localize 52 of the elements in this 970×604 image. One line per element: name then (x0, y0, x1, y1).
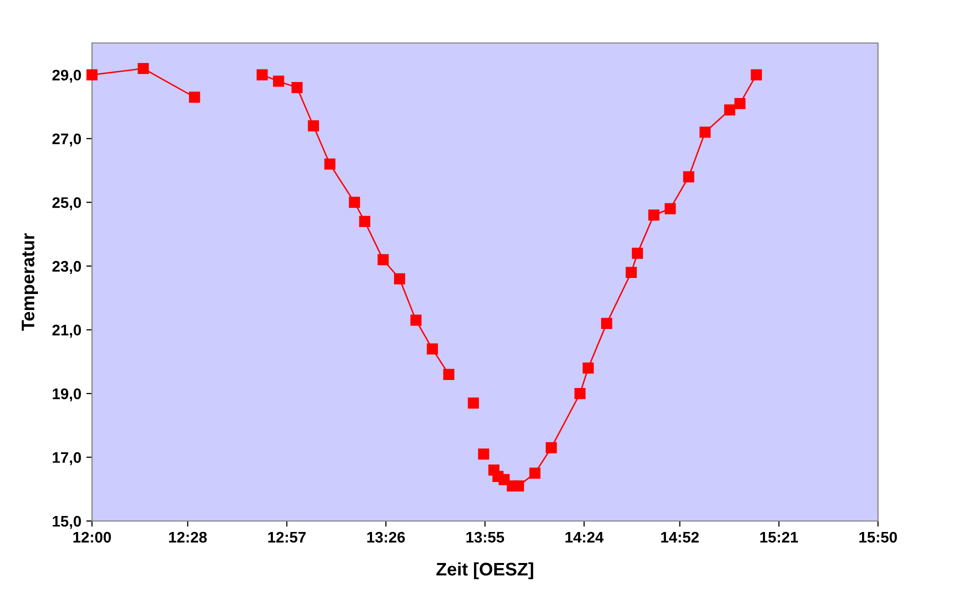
y-tick-label: 15,0 (52, 516, 81, 529)
point (291, 82, 303, 94)
y-tick-label: 25,0 (52, 197, 81, 210)
point (574, 388, 586, 400)
point (498, 474, 510, 486)
point (683, 171, 694, 182)
point (582, 362, 594, 374)
point (724, 104, 736, 116)
x-tick-label: 13:55 (466, 532, 504, 543)
point (410, 314, 422, 326)
point (601, 318, 612, 329)
point (468, 398, 479, 409)
point (138, 62, 149, 74)
x-tick-label: 13:26 (367, 532, 405, 543)
y-tick-label: 17,0 (52, 452, 81, 466)
y-tick-label: 23,0 (52, 260, 81, 274)
point (478, 448, 490, 460)
point (324, 158, 336, 170)
point (188, 92, 200, 103)
point (86, 69, 98, 80)
x-tick-label: 15:50 (859, 532, 897, 543)
x-tick-label: 12:00 (73, 532, 111, 543)
x-tick-label: 12:28 (169, 532, 207, 543)
point (626, 266, 637, 278)
y-tick-label: 27,0 (52, 133, 81, 146)
point (394, 273, 406, 284)
x-tick-label: 12:57 (268, 532, 306, 543)
point (700, 126, 711, 138)
point (512, 480, 524, 492)
point (348, 196, 360, 208)
x-tick-label: 14:52 (661, 532, 699, 543)
point (648, 210, 660, 221)
y-tick-label: 29,0 (52, 70, 81, 83)
point (546, 442, 557, 454)
point (308, 120, 320, 132)
x-axis-title: Zeit [OESZ] (436, 562, 534, 580)
point (273, 76, 284, 87)
point (378, 254, 389, 266)
x-tick-label: 15:21 (760, 532, 798, 543)
point (632, 248, 643, 259)
point (443, 368, 454, 380)
y-tick-label: 19,0 (52, 388, 81, 402)
point (426, 343, 438, 354)
point (256, 69, 268, 80)
y-axis-title: Temperatur (22, 233, 38, 331)
point (529, 468, 540, 479)
x-tick-label: 14:24 (566, 532, 604, 542)
point (359, 216, 370, 228)
y-tick-label: 21,0 (52, 324, 81, 338)
point (734, 98, 746, 110)
point (664, 203, 676, 214)
point (750, 69, 762, 80)
